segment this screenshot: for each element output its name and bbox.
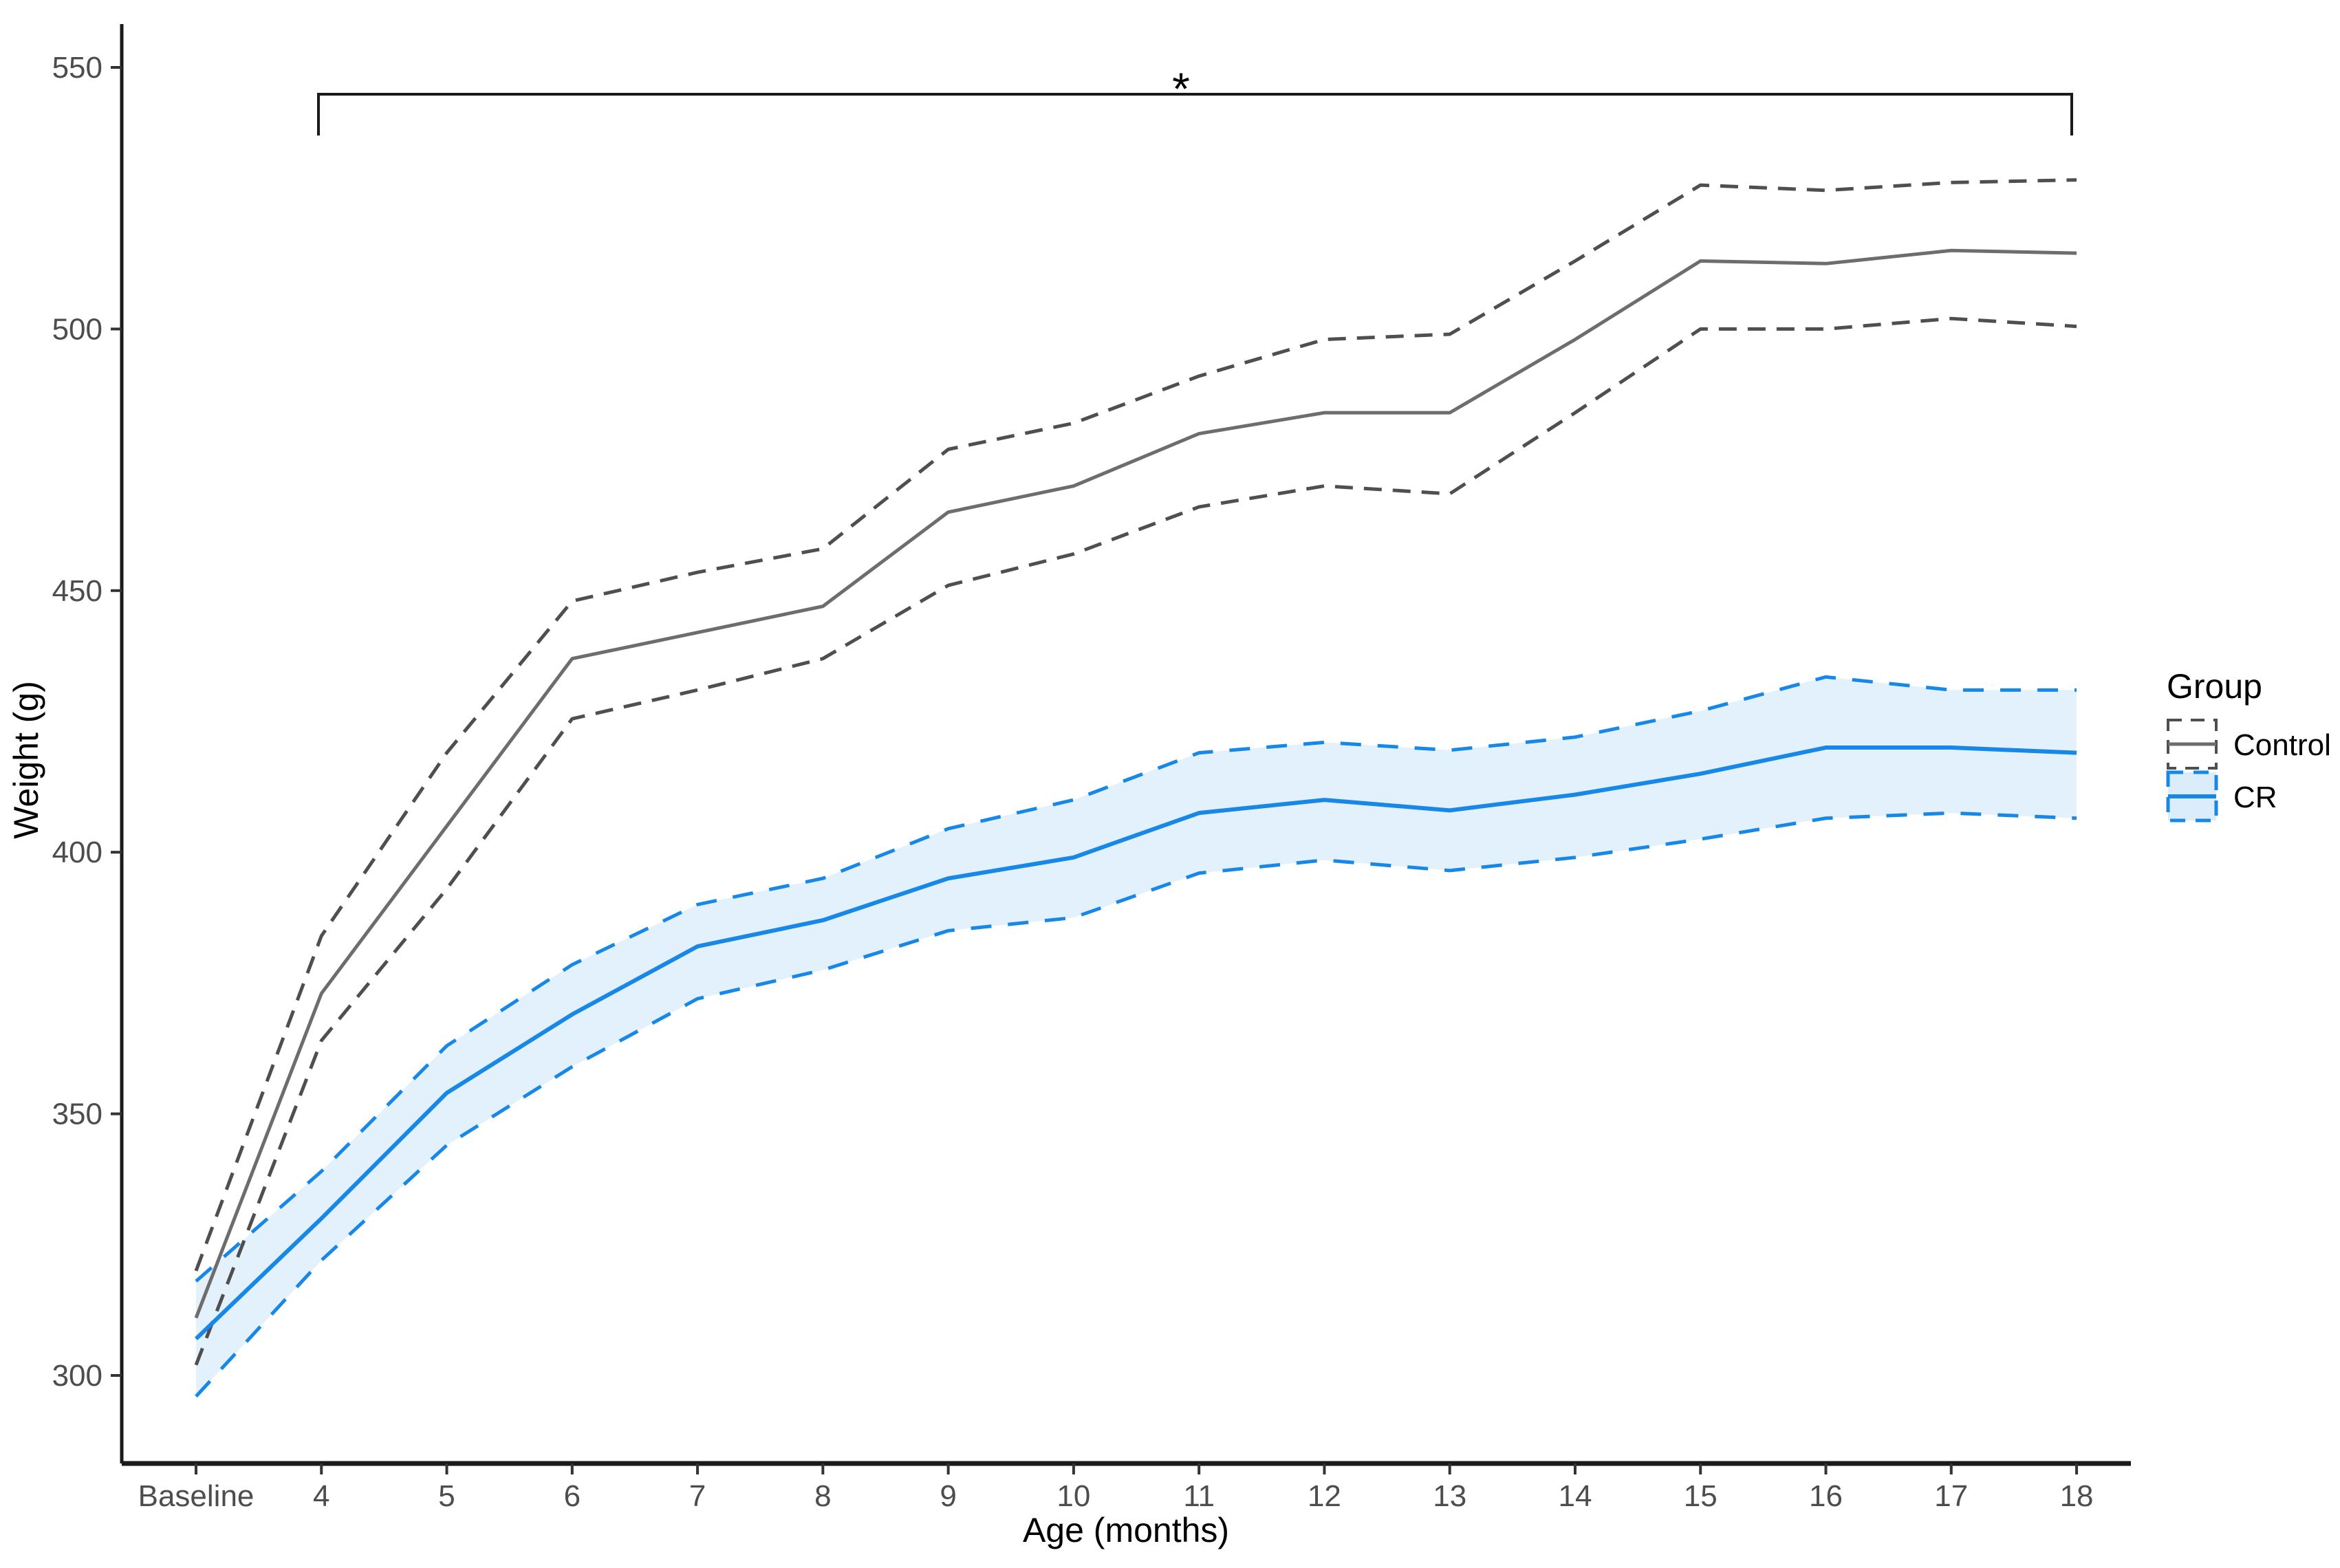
- control-upper-ci-line: [194, 178, 2077, 1272]
- x-tick-label: 13: [1433, 1479, 1466, 1513]
- legend-title: Group: [2167, 667, 2262, 706]
- y-axis-title: Weight (g): [7, 681, 45, 839]
- x-tick-label: 14: [1558, 1479, 1592, 1513]
- tick-labels-layer: 300 350 400 450 500 550 Baseline 4 5 6 7 8 9 10 11 12 13…: [52, 51, 2094, 1513]
- legend-entry-control: Control: [2167, 719, 2331, 770]
- x-tick-label: 11: [1183, 1479, 1215, 1513]
- cr-lower-ci-line: [195, 811, 2077, 1398]
- significance-bracket: [317, 93, 2073, 135]
- legend: Group Control CR: [2166, 667, 2331, 823]
- x-tick-label: 9: [940, 1479, 956, 1513]
- x-tick-label: 18: [2060, 1479, 2094, 1513]
- y-tick-label: 350: [52, 1098, 102, 1131]
- legend-control-label: Control: [2233, 728, 2331, 762]
- axes-layer: [120, 24, 2131, 1466]
- significance-asterisk: *: [1172, 63, 1190, 114]
- x-tick-label: 17: [1934, 1479, 1968, 1513]
- x-tick-label: Baseline: [138, 1479, 254, 1513]
- x-tick-label: 8: [814, 1479, 831, 1513]
- x-tick-label: 10: [1057, 1479, 1090, 1513]
- x-tick-label: 15: [1684, 1479, 1718, 1513]
- y-tick-label: 300: [52, 1359, 102, 1393]
- x-tick-label: 16: [1809, 1479, 1843, 1513]
- y-tick-label: 500: [52, 312, 102, 346]
- series-lines-layer: [194, 178, 2077, 1398]
- y-tick-label: 550: [52, 51, 102, 85]
- legend-cr-label: CR: [2233, 781, 2277, 814]
- legend-entry-cr: CR: [2166, 770, 2277, 823]
- cr-upper-ci-line: [195, 675, 2077, 1283]
- control-lower-ci-line: [194, 316, 2077, 1366]
- cr-mean-line: [194, 745, 2077, 1340]
- y-tick-label: 400: [52, 836, 102, 869]
- y-tick-label: 450: [52, 574, 102, 608]
- x-tick-label: 5: [438, 1479, 455, 1513]
- x-tick-label: 12: [1308, 1479, 1341, 1513]
- x-tick-label: 6: [564, 1479, 581, 1513]
- x-tick-label: 4: [313, 1479, 329, 1513]
- control-mean-line: [194, 248, 2077, 1319]
- x-axis-title: Age (months): [1023, 1511, 1229, 1549]
- x-tick-label: 7: [689, 1479, 706, 1513]
